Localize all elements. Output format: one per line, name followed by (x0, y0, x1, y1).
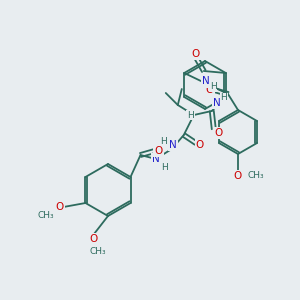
Text: O: O (215, 128, 223, 138)
Text: N: N (213, 98, 221, 108)
Text: O: O (206, 85, 214, 95)
Text: O: O (234, 171, 242, 181)
Text: N: N (202, 76, 210, 86)
Text: O: O (192, 49, 200, 59)
Text: CH₃: CH₃ (248, 172, 265, 181)
Text: O: O (154, 146, 163, 156)
Text: O: O (90, 234, 98, 244)
Text: N: N (152, 154, 160, 164)
Text: H: H (210, 82, 217, 91)
Text: O: O (196, 140, 204, 150)
Text: O: O (56, 202, 64, 212)
Text: H: H (187, 110, 194, 119)
Text: H: H (160, 136, 167, 146)
Text: CH₃: CH₃ (37, 211, 54, 220)
Text: H: H (161, 163, 168, 172)
Text: H: H (220, 94, 227, 103)
Text: N: N (169, 140, 177, 150)
Text: CH₃: CH₃ (90, 248, 106, 256)
